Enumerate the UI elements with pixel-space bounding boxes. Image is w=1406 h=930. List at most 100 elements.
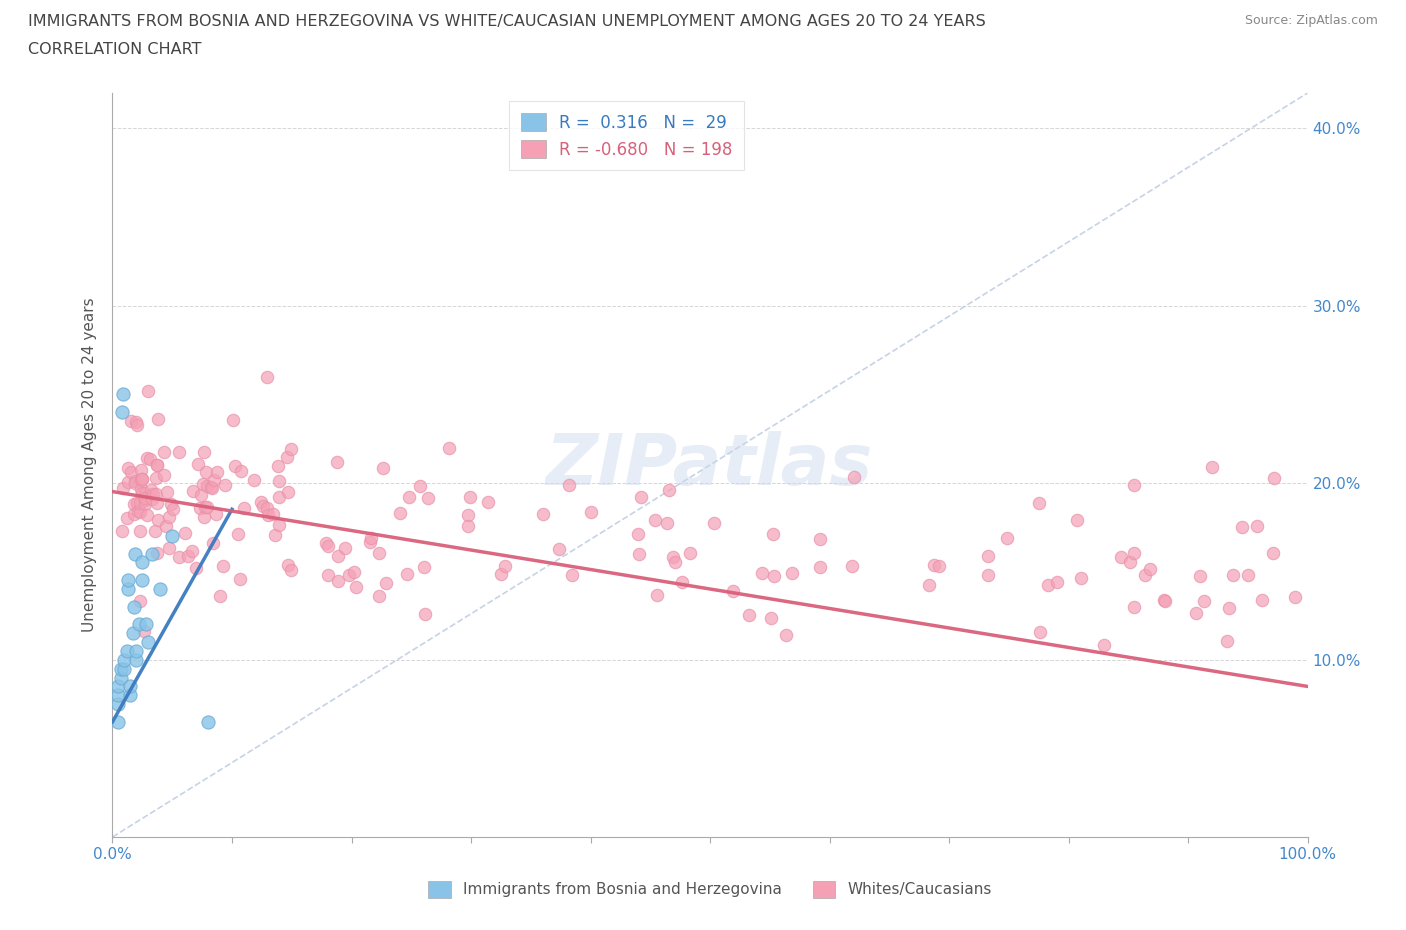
Point [195,500,218,515]
Point [134,493,156,508]
Point [128,593,150,608]
Point [160,497,183,512]
Point [1232,520,1254,535]
Point [491,566,513,581]
Point [162,501,184,516]
Point [202,536,225,551]
Point [977,567,1000,582]
Point [129,496,152,511]
Point [110,671,132,685]
Point [360,530,382,545]
Point [250,495,273,510]
Text: IMMIGRANTS FROM BOSNIA AND HERZEGOVINA VS WHITE/CAUCASIAN UNEMPLOYMENT AMONG AGE: IMMIGRANTS FROM BOSNIA AND HERZEGOVINA V… [28,14,986,29]
Point [263,527,285,542]
Point [252,498,274,513]
Point [1028,624,1050,639]
Point [233,500,256,515]
Point [775,628,797,643]
Point [398,490,420,505]
Point [136,450,159,465]
Point [1070,570,1092,585]
Point [117,474,139,489]
Point [280,563,302,578]
Point [1188,569,1211,584]
Point [153,468,176,483]
Point [224,458,246,473]
Point [125,644,148,658]
Point [276,449,298,464]
Point [134,485,156,500]
Point [134,491,156,506]
Point [416,491,439,506]
Point [917,578,939,592]
Point [343,565,366,579]
Point [1046,575,1069,590]
Text: CORRELATION CHART: CORRELATION CHART [28,42,201,57]
Point [228,571,250,586]
Point [412,560,434,575]
Point [107,697,129,711]
Point [1122,546,1144,561]
Point [193,510,215,525]
Point [155,518,177,533]
Point [1153,592,1175,607]
Point [125,496,148,511]
Point [664,555,686,570]
Point [201,481,224,496]
Point [128,504,150,519]
Point [1263,545,1285,560]
Point [111,405,134,419]
Point [120,679,142,694]
Point [561,567,583,582]
Point [226,526,249,541]
Point [458,490,481,505]
Point [413,606,436,621]
Point [110,661,132,676]
Point [131,482,153,497]
Point [124,473,146,488]
Point [120,688,142,703]
Point [267,518,290,533]
Point [1066,513,1088,528]
Point [628,547,651,562]
Point [205,507,228,522]
Point [131,486,153,501]
Point [180,543,202,558]
Point [367,546,389,561]
Point [138,634,160,649]
Point [141,546,163,561]
Point [326,454,349,469]
Point [1194,593,1216,608]
Point [1139,562,1161,577]
Point [187,457,209,472]
Point [1218,600,1240,615]
Point [762,526,785,541]
Point [162,528,183,543]
Point [256,369,278,384]
Point [135,617,157,631]
Point [131,555,153,570]
Point [1216,634,1239,649]
Point [457,519,479,534]
Point [146,546,169,561]
Point [145,487,167,502]
Point [662,550,685,565]
Point [125,653,148,668]
Point [120,465,142,480]
Point [751,565,773,580]
Point [131,472,153,487]
Point [333,541,356,556]
Point [262,507,284,522]
Point [1185,605,1208,620]
Point [277,485,299,499]
Point [194,499,217,514]
Point [122,497,145,512]
Point [316,567,339,582]
Point [267,458,290,473]
Point [1201,459,1223,474]
Point [1092,638,1115,653]
Point [437,441,460,456]
Point [207,465,229,480]
Point [197,714,219,729]
Point [389,506,412,521]
